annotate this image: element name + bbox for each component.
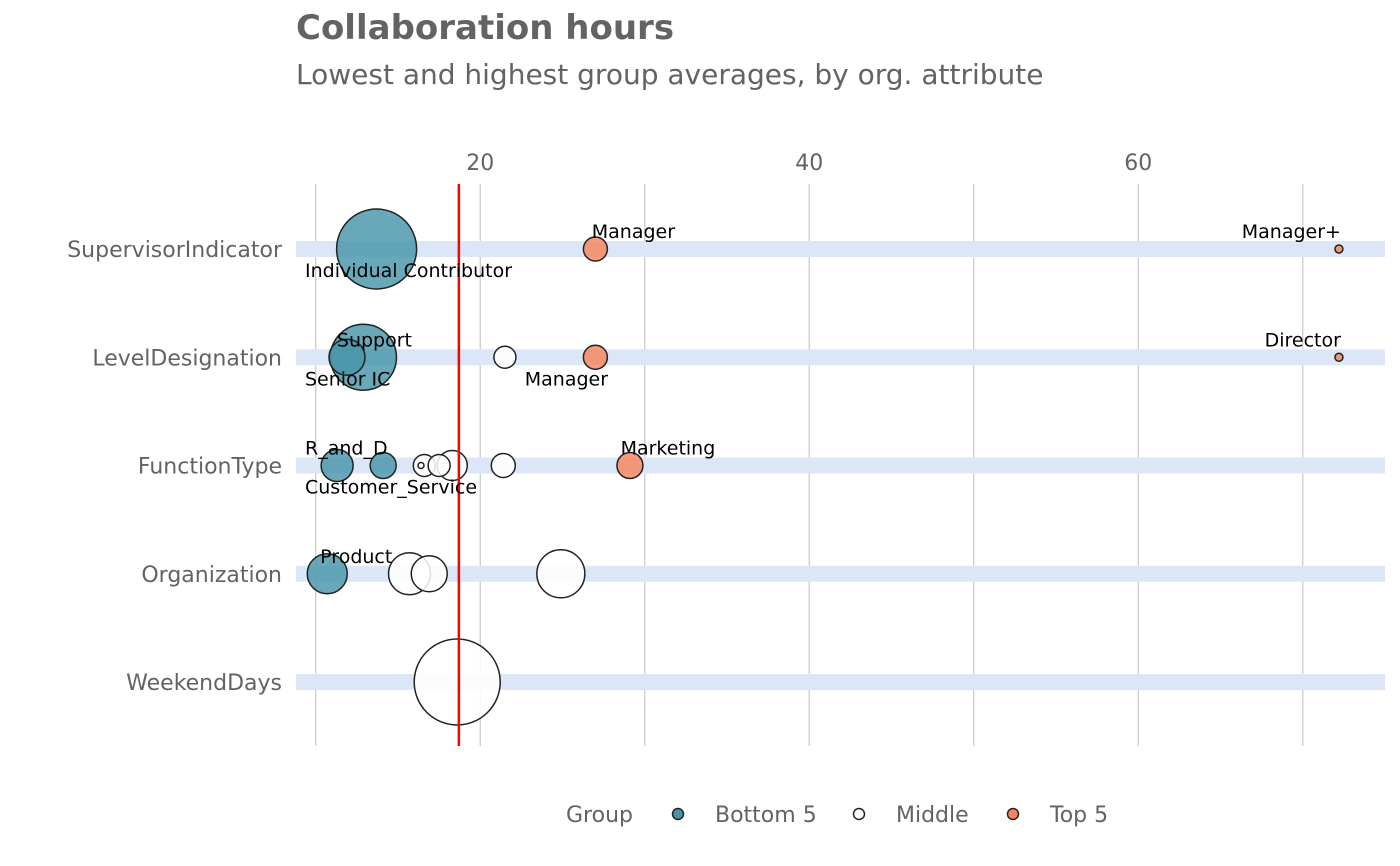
category-labels: SupervisorIndicator LevelDesignation Funct… [67,238,283,696]
point-label-individual-contributor: Individual Contributor [305,260,512,282]
point-functiontype-11 [427,453,451,478]
category-label-supervisorindicator: SupervisorIndicator [67,238,283,263]
category-band-supervisorindicator [296,241,1385,257]
point-label-r-and-d: R_and_D [305,438,388,460]
point-organization-19 [536,549,586,599]
chart-title: Collaboration hours [296,8,675,48]
point-supervisorindicator-2 [1334,244,1344,254]
x-tick-labels: 20 40 60 [466,151,1152,176]
point-leveldesignation-7 [1334,352,1344,362]
x-tick-label-60: 60 [1124,151,1152,176]
point-label-manager: Manager [592,221,675,243]
category-label-weekenddays: WeekendDays [126,671,282,696]
x-tick-label-20: 20 [466,151,494,176]
legend-label-bottom-5: Bottom 5 [715,803,817,828]
point-supervisorindicator-0 [335,208,418,290]
point-leveldesignation-6 [582,344,609,370]
point-label-manager: Manager+ [1242,221,1341,243]
point-label-customer-service: Customer_Service [305,477,477,499]
legend-label-middle: Middle [896,803,969,828]
point-label-marketing: Marketing [621,438,716,460]
point-label-senior-ic: Senior IC [305,368,390,390]
chart-subtitle: Lowest and highest group averages, by or… [296,58,1044,91]
point-label-support: Support [337,329,412,351]
point-functiontype-13 [490,452,517,479]
point-label-manager: Manager [525,368,608,390]
legend-title: Group [566,803,633,828]
category-band-functiontype [296,457,1385,474]
point-label-product: Product [320,546,392,568]
point-organization-16 [306,553,349,595]
point-functiontype-8 [320,448,354,483]
point-functiontype-15 [616,451,644,480]
category-band-weekenddays [296,674,1385,690]
category-band-leveldesignation [296,349,1385,366]
point-leveldesignation-4 [328,338,366,376]
category-bands [296,241,1385,690]
category-label-leveldesignation: LevelDesignation [92,346,282,371]
point-organization-18 [410,555,448,593]
point-label-director: Director [1265,329,1342,351]
x-tick-label-40: 40 [795,151,823,176]
point-labels: Individual Contributor Manager Manager+ Sup… [305,221,1341,568]
data-points [306,208,1344,726]
legend-key-top-5 [1006,807,1020,821]
category-label-functiontype: FunctionType [138,455,282,480]
point-weekenddays-20 [413,638,501,726]
point-functiontype-9 [369,451,397,480]
category-label-organization: Organization [141,563,282,588]
legend-key-bottom-5 [671,807,685,821]
legend: Group Bottom 5 Middle Top 5 [566,803,1108,828]
legend-label-top-5: Top 5 [1049,803,1108,828]
point-functiontype-14 [417,461,425,470]
point-leveldesignation-5 [493,345,517,369]
point-supervisorindicator-1 [582,236,609,262]
legend-key-middle [852,807,866,821]
